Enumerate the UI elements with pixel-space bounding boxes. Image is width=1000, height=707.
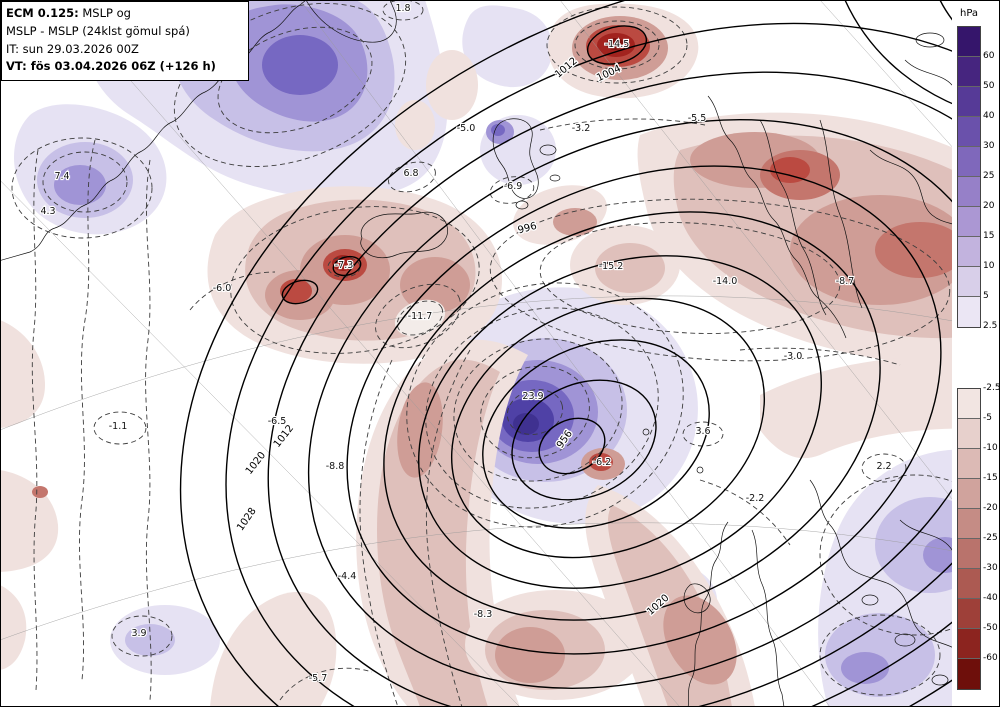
change-label: 23.9 (522, 391, 543, 402)
change-label: -6.0 (213, 283, 232, 294)
change-label: 2.2 (876, 461, 891, 472)
model-line: ECM 0.125: MSLP og (6, 5, 242, 23)
colorbar-tick-label: 5 (983, 291, 989, 301)
colorbar-cell (958, 539, 980, 569)
change-label: -1.1 (109, 421, 128, 432)
change-label: -2.2 (746, 493, 765, 504)
colorbar-cell (958, 419, 980, 449)
change-label: -3.2 (572, 123, 591, 134)
colorbar-tick-label: -5 (983, 413, 992, 423)
colorbar-cell (958, 267, 980, 297)
change-label: 4.3 (40, 206, 55, 217)
colorbar-cell (958, 177, 980, 207)
colorbar-cell (958, 147, 980, 177)
change-label: 3.9 (131, 628, 146, 639)
change-label: -15.2 (599, 261, 624, 272)
colorbar-cell (958, 629, 980, 659)
change-label: -14.5 (605, 39, 630, 50)
negative-change-shading (0, 3, 1000, 707)
change-label: -5.7 (309, 673, 328, 684)
colorbar-tick-label: -2.5 (983, 383, 1000, 393)
change-label: 1.8 (395, 3, 410, 14)
change-label: -4.4 (338, 571, 357, 582)
colorbar-tick-label: 60 (983, 51, 995, 61)
colorbar-tick-label: 50 (983, 81, 995, 91)
change-label: -8.7 (836, 276, 855, 287)
colorbar-tick-label: 40 (983, 111, 995, 121)
colorbar-tick-label: 30 (983, 141, 995, 151)
change-label: -6.2 (593, 457, 612, 468)
colorbar-tick-label: -10 (983, 443, 998, 453)
colorbar-cell (958, 297, 980, 327)
colorbar-cell (958, 27, 980, 57)
colorbar-tick-label: 25 (983, 171, 995, 181)
change-label: -5.0 (457, 123, 476, 134)
model-info-box: ECM 0.125: MSLP og MSLP - MSLP (24klst g… (1, 1, 249, 82)
colorbar-tick-label: -25 (983, 533, 998, 543)
colorbar-negative (957, 388, 981, 690)
colorbar-tick-label: -15 (983, 473, 998, 483)
colorbar-cell (958, 569, 980, 599)
colorbar-cell (958, 237, 980, 267)
change-label: 3.6 (695, 426, 710, 437)
model-field-name: MSLP og (78, 6, 131, 20)
colorbar-tick-label: -60 (983, 653, 998, 663)
change-label: 6.8 (403, 168, 418, 179)
change-label: -3.0 (784, 351, 803, 362)
colorbar-tick-label: -20 (983, 503, 998, 513)
change-label: -14.0 (713, 276, 738, 287)
model-name: ECM 0.125: (6, 6, 79, 20)
colorbar-cell (958, 449, 980, 479)
colorbar-tick-label: 2.5 (983, 321, 998, 331)
colorbar-tick-label: 20 (983, 201, 995, 211)
colorbar-cell (958, 207, 980, 237)
valid-time-line: VT: fös 03.04.2026 06Z (+126 h) (6, 59, 216, 74)
colorbar-cell (958, 509, 980, 539)
colorbar-cell (958, 479, 980, 509)
colorbar-tick-label: 10 (983, 261, 995, 271)
colorbar: hPa 60 50 40 30 25 20 15 10 5 2.5 -2.5 -5 -10 -15 -20 -2… (952, 0, 1000, 707)
change-label: -6.9 (504, 181, 523, 192)
colorbar-cell (958, 57, 980, 87)
change-label: -8.8 (326, 461, 345, 472)
change-label: -5.5 (688, 113, 707, 124)
colorbar-unit-label: hPa (960, 8, 979, 19)
field-description-line: MSLP - MSLP (24klst gömul spá) (6, 23, 190, 38)
colorbar-cell (958, 599, 980, 629)
change-label: 7.4 (54, 171, 69, 182)
colorbar-tick-label: -40 (983, 593, 998, 603)
init-time-line: IT: sun 29.03.2026 00Z (6, 41, 139, 56)
change-label: -6.5 (268, 416, 287, 427)
change-label: -11.7 (408, 311, 433, 322)
colorbar-cell (958, 659, 980, 689)
colorbar-cell (958, 87, 980, 117)
colorbar-positive (957, 26, 981, 328)
colorbar-tick-label: -50 (983, 623, 998, 633)
colorbar-cell (958, 389, 980, 419)
change-label: -8.3 (474, 609, 493, 620)
colorbar-tick-label: 15 (983, 231, 995, 241)
colorbar-tick-label: -30 (983, 563, 998, 573)
colorbar-cell (958, 117, 980, 147)
change-label: -7.3 (335, 260, 354, 271)
